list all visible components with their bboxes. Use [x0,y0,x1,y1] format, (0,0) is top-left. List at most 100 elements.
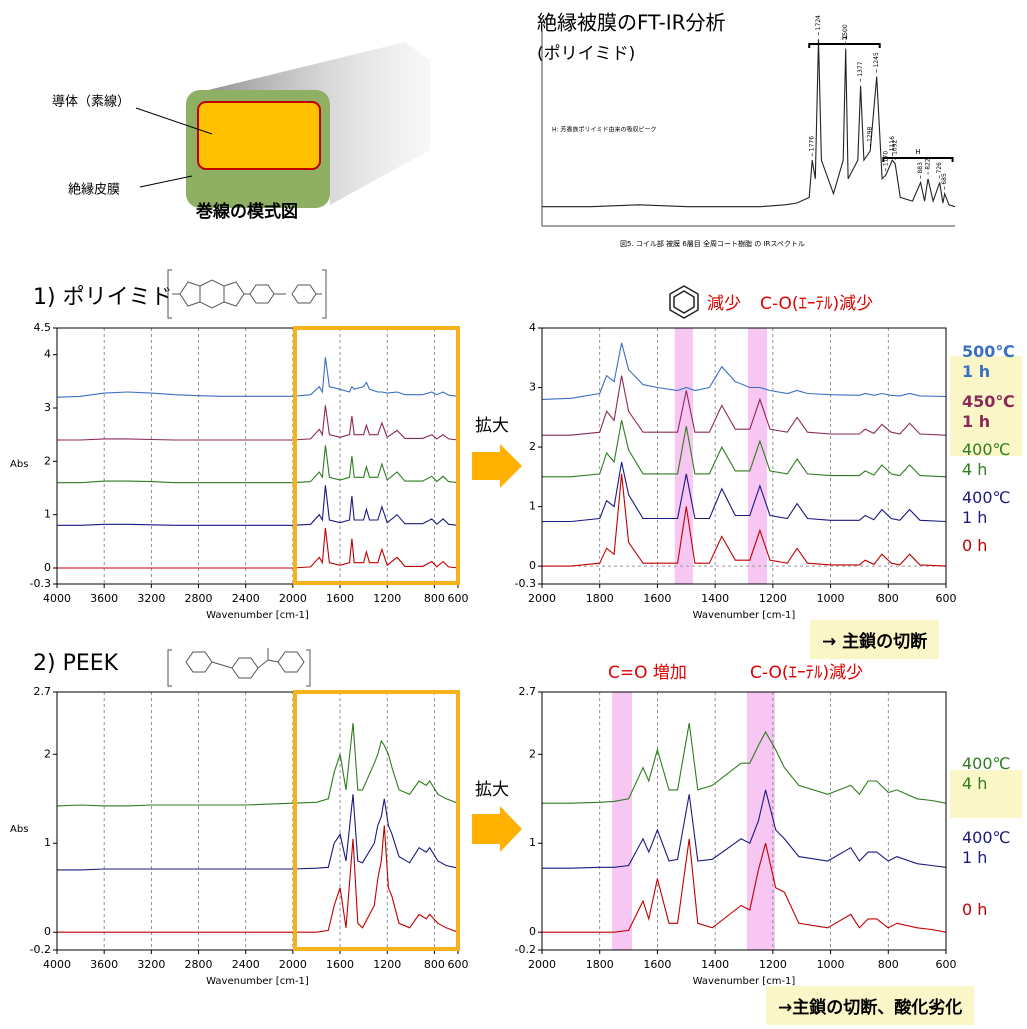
chart-subtitle: (ポリイミド) [537,44,635,64]
x-tick-label: 1200 [373,592,401,605]
x-tick-label: 3600 [90,958,118,971]
x-tick-label: 3200 [137,592,165,605]
y-tick-label: -0.2 [30,943,51,956]
x-tick-label: 1800 [586,958,614,971]
x-tick-label: 1000 [817,958,845,971]
conductor [197,101,321,170]
y-tick-label: -0.3 [515,577,536,590]
legend-label: 400℃ 4 h [962,754,1011,793]
y-tick-label: 1 [44,836,51,849]
y-tick-label: 2.7 [34,685,52,698]
legend-highlight [950,770,1022,818]
legend-label: 450℃ 1 h [962,392,1015,431]
spectrum-line [56,357,459,398]
y-tick-label: 2 [44,454,51,467]
y-axis-label: Abs [10,459,28,470]
conductor-label: 導体（素線） [52,94,130,110]
x-tick-label: 4000 [43,592,71,605]
zoom-arrow [472,444,522,488]
x-tick-label: 2800 [185,592,213,605]
insulation-label: 絶縁皮膜 [68,182,120,198]
peak-label: 1500 [842,24,849,39]
peak-bracket [808,43,881,48]
zoom-box [293,326,460,585]
spectrum-line [542,375,947,436]
x-tick-label: 1200 [759,958,787,971]
x-axis-label: Wavenumber [cm-1] [206,610,309,621]
spectrum-line [57,405,459,441]
spectrum-line [542,39,956,208]
x-tick-label: 2400 [232,958,260,971]
legend-label: 400℃ 1 h [962,828,1011,867]
y-tick-label: 0 [529,559,536,572]
x-axis-label: Wavenumber [cm-1] [693,976,796,987]
highlight-band [746,692,775,950]
x-tick-label: 1200 [759,592,787,605]
x-tick-label: 4000 [43,958,71,971]
spectrum-line [57,794,459,871]
spectrum-line [542,420,947,478]
y-tick-label: 1 [44,508,51,521]
spectrum-line [57,527,459,569]
bracket-label: H [915,148,920,156]
highlight-band [612,692,633,950]
wire-extrusion [200,42,430,205]
chart-caption: 図5. コイル部 被膜 6層目 全周コート樹脂 の IRスペクトル [620,239,805,248]
conclusion: →主鎖の切断、酸化劣化 [766,986,975,1025]
x-tick-label: 2000 [528,592,556,605]
legend-label: 0 h [962,536,988,555]
peak-label: 1298 [867,126,874,141]
legend-label: 0 h [962,900,988,919]
spectrum-line [57,445,459,484]
x-axis-label: Wavenumber [cm-1] [206,976,309,987]
x-tick-label: 1000 [817,592,845,605]
y-tick-label: 2 [44,747,51,760]
x-tick-label: 1600 [326,592,354,605]
x-tick-label: 2400 [232,592,260,605]
x-tick-label: 800 [878,958,899,971]
x-tick-label: 600 [936,958,957,971]
peak-label: 726 [936,162,943,174]
spectrum-line [541,342,947,400]
y-tick-label: 0 [44,561,51,574]
peak-label: 685 [941,173,948,185]
bracket-label: H [842,34,847,42]
y-tick-label: 2.7 [519,685,537,698]
peak-label: 1776 [809,136,816,151]
zoom-arrow [472,806,522,852]
spectrum-line [57,825,459,933]
plot-frame [541,691,947,951]
spectrum-line [542,789,947,869]
y-tick-label: 2 [529,440,536,453]
annotation: 減少 [707,294,741,314]
structure-polyimide [167,269,327,319]
x-axis-label: Wavenumber [cm-1] [693,610,796,621]
annotation: C-O(ｴｰﾃﾙ)減少 [750,663,863,683]
highlight-band [674,328,693,584]
structure-peek [167,648,311,687]
x-tick-label: 3200 [137,958,165,971]
conclusion: → 主鎖の切断 [810,620,940,659]
y-tick-label: 1 [529,836,536,849]
y-tick-label: -0.2 [515,943,536,956]
peak-bracket [882,157,954,162]
y-tick-label: 0 [529,925,536,938]
x-tick-label: 2800 [185,958,213,971]
peak-label: 822 [925,158,932,170]
x-tick-label: 3600 [90,592,118,605]
peak-label: 1245 [873,52,880,67]
legend-label: 500℃ 1 h [962,342,1015,381]
y-axis-label: Abs [10,824,28,835]
y-tick-label: 0 [44,925,51,938]
legend-label: 400℃ 1 h [962,488,1011,527]
section-title: 2) PEEK [33,651,119,676]
spectrum-line [542,461,947,523]
plot-frame [56,691,459,951]
leader-line [139,175,193,188]
zoom-label: 拡大 [475,780,509,800]
x-tick-label: 600 [448,958,469,971]
spectrum-line [542,723,947,804]
y-tick-label: 2 [529,747,536,760]
